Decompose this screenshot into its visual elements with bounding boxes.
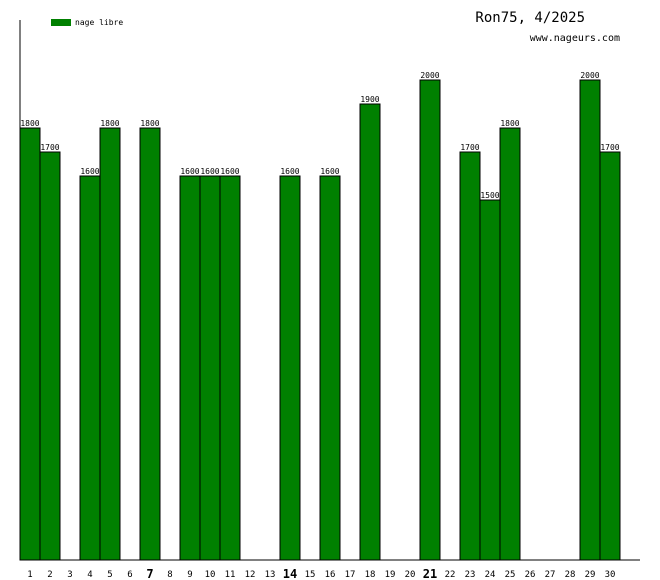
x-tick-label-22: 22	[445, 570, 456, 580]
x-tick-label-12: 12	[245, 570, 256, 580]
x-tick-label-15: 15	[305, 570, 316, 580]
bars	[19, 79, 621, 561]
x-tick-label-10: 10	[205, 570, 216, 580]
bar-day-9	[179, 175, 201, 561]
chart-title: Ron75, 4/2025	[475, 10, 585, 26]
value-label-day-23: 1700	[460, 143, 479, 152]
bar-day-21	[419, 79, 441, 561]
bar-day-18	[359, 103, 381, 561]
x-tick-label-3: 3	[67, 570, 72, 580]
x-tick-label-26: 26	[525, 570, 536, 580]
value-label-day-18: 1900	[360, 95, 379, 104]
value-label-day-5: 1800	[100, 119, 119, 128]
bar-day-7	[139, 127, 161, 561]
value-label-day-10: 1600	[200, 167, 219, 176]
bar-day-29	[579, 79, 601, 561]
value-label-day-16: 1600	[320, 167, 339, 176]
value-label-day-4: 1600	[80, 167, 99, 176]
x-tick-label-23: 23	[465, 570, 476, 580]
bar-day-4	[79, 175, 101, 561]
bar-day-25	[499, 127, 521, 561]
x-tick-labels: 1 2 3 4 5 6 7 8 9 10 11 12 13 14 15 16 17 18 19 20 21 22 23 24 2…	[27, 567, 615, 580]
bar-day-24	[479, 199, 501, 561]
legend-label-nage-libre: nage libre	[75, 18, 123, 27]
legend: nage libre	[51, 18, 123, 27]
x-tick-label-29: 29	[585, 570, 596, 580]
x-tick-label-16: 16	[325, 570, 336, 580]
value-label-day-9: 1600	[180, 167, 199, 176]
x-tick-label-28: 28	[565, 570, 576, 580]
bar-day-11	[219, 175, 241, 561]
x-tick-label-14: 14	[283, 567, 297, 580]
x-tick-label-13: 13	[265, 570, 276, 580]
x-tick-label-2: 2	[47, 570, 52, 580]
x-tick-label-4: 4	[87, 570, 92, 580]
legend-swatch-nage-libre	[51, 19, 71, 26]
x-tick-label-27: 27	[545, 570, 556, 580]
x-tick-label-7: 7	[146, 567, 153, 580]
value-label-day-30: 1700	[600, 143, 619, 152]
value-label-day-21: 2000	[420, 71, 439, 80]
bar-day-30	[599, 151, 621, 561]
x-tick-label-25: 25	[505, 570, 516, 580]
bar-day-23	[459, 151, 481, 561]
bar-day-16	[319, 175, 341, 561]
bar-day-10	[199, 175, 221, 561]
x-tick-label-18: 18	[365, 570, 376, 580]
x-tick-label-9: 9	[187, 570, 192, 580]
value-label-day-24: 1500	[480, 191, 499, 200]
x-tick-label-17: 17	[345, 570, 356, 580]
value-label-day-1: 1800	[20, 119, 39, 128]
value-label-day-29: 2000	[580, 71, 599, 80]
bar-day-2	[39, 151, 61, 561]
value-label-day-25: 1800	[500, 119, 519, 128]
value-label-day-14: 1600	[280, 167, 299, 176]
x-tick-label-24: 24	[485, 570, 496, 580]
x-tick-label-20: 20	[405, 570, 416, 580]
value-label-day-11: 1600	[220, 167, 239, 176]
x-tick-label-1: 1	[27, 570, 32, 580]
bar-day-1	[19, 127, 41, 561]
x-tick-label-6: 6	[127, 570, 132, 580]
x-tick-label-30: 30	[605, 570, 616, 580]
bar-day-14	[279, 175, 301, 561]
x-tick-label-8: 8	[167, 570, 172, 580]
value-label-day-2: 1700	[40, 143, 59, 152]
x-tick-label-5: 5	[107, 570, 112, 580]
bar-day-5	[99, 127, 121, 561]
x-tick-label-21: 21	[423, 567, 437, 580]
x-tick-label-11: 11	[225, 570, 236, 580]
value-label-day-7: 1800	[140, 119, 159, 128]
x-tick-label-19: 19	[385, 570, 396, 580]
chart-subtitle: www.nageurs.com	[530, 33, 620, 44]
